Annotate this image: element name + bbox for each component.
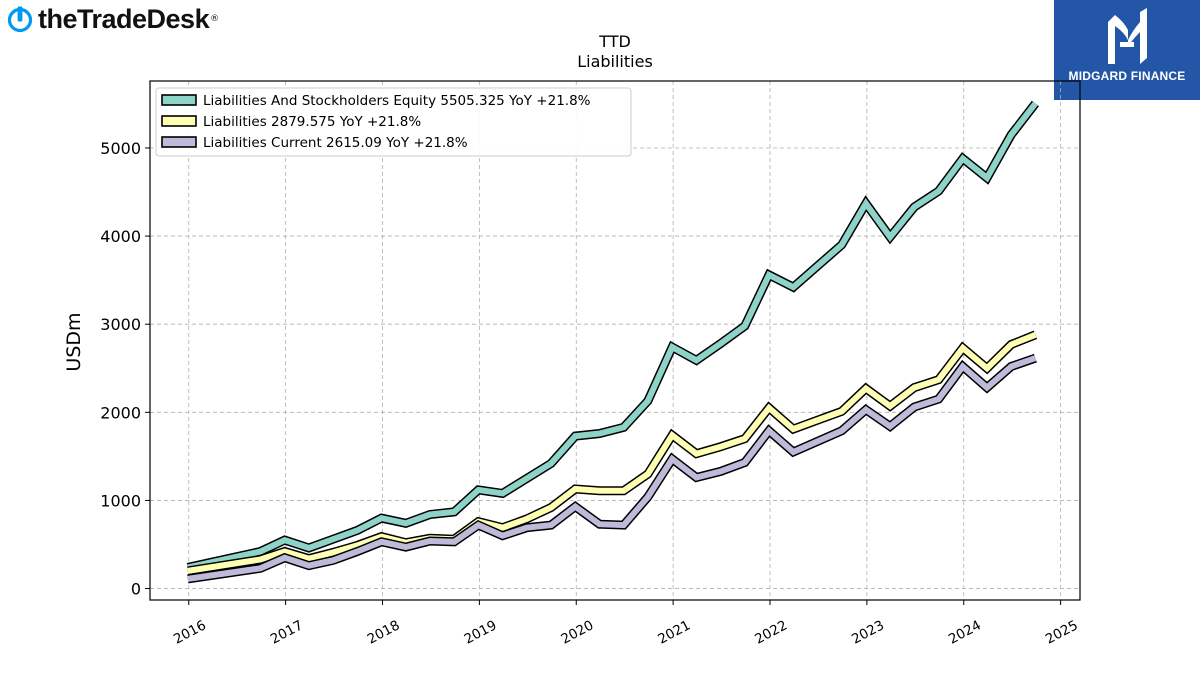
chart-subtitle: Liabilities [577,52,653,71]
plot-frame [149,80,1081,601]
y-axis: 0 1000 2000 3000 4000 5000 [100,139,150,599]
registered-mark: ® [210,14,220,24]
x-tick-label: 2018 [365,617,403,647]
x-axis: 2016 2017 2018 2019 2020 2021 2022 2023 2024 2025 [171,600,1081,648]
grid-lines [150,81,1080,600]
legend-entry-1: Liabilities 2879.575 YoY +21.8% [203,114,421,130]
y-tick-label: 3000 [100,315,141,334]
legend-swatch-0 [161,94,197,106]
series-outline-0 [186,100,1039,572]
legend-swatch-2 [161,136,197,148]
legend-entry-0: Liabilities And Stockholders Equity 5505… [203,93,591,109]
chart-title: TTD [599,32,631,51]
x-tick-label: 2016 [171,617,209,647]
brand-logo: theTradeDesk ® [6,2,219,36]
series-layer [186,100,1039,584]
x-tick-label: 2017 [268,617,306,647]
midgard-monogram-icon [1108,8,1147,64]
x-tick-label: 2023 [849,617,887,647]
y-tick-label: 1000 [100,491,141,510]
y-tick-label: 0 [131,580,141,599]
y-tick-label: 2000 [100,403,141,422]
x-tick-label: 2020 [558,617,596,647]
legend: Liabilities And Stockholders Equity 5505… [155,87,632,157]
midgard-finance-badge: MIDGARD FINANCE [1054,0,1200,100]
legend-swatch-1 [161,115,197,127]
series-line-1 [187,332,1037,574]
y-axis-label: USDm [63,312,85,371]
x-tick-label: 2025 [1043,617,1081,647]
brand-name: theTradeDesk [38,3,210,34]
x-tick-label: 2021 [655,617,693,647]
series-outline-1 [187,330,1038,576]
trade-desk-logo-icon [7,6,33,33]
legend-entry-2: Liabilities Current 2615.09 YoY +21.8% [203,135,468,151]
series-line-2 [187,355,1037,582]
x-tick-label: 2019 [462,617,500,647]
legend-box [155,87,632,157]
y-tick-label: 5000 [100,139,141,158]
y-tick-label: 4000 [100,227,141,246]
badge-name: MIDGARD FINANCE [1068,69,1186,83]
x-tick-label: 2024 [946,617,984,647]
series-line-0 [187,101,1038,571]
x-tick-label: 2022 [752,617,790,647]
